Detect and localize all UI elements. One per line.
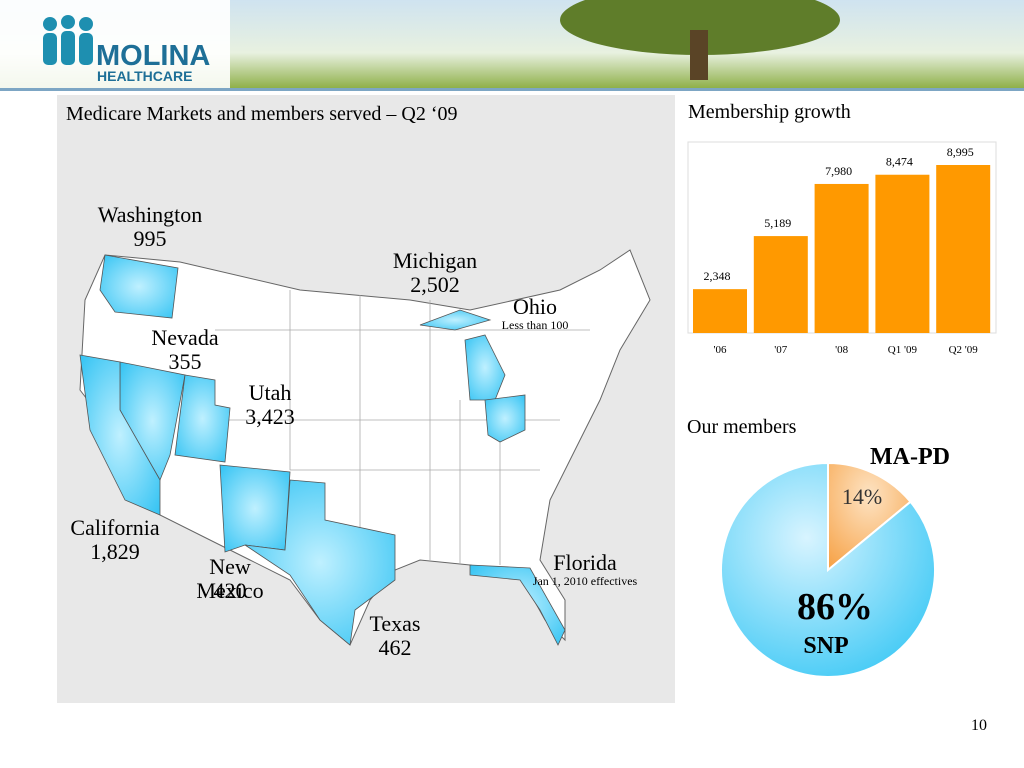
x-tick-label: '06 [714, 344, 727, 356]
page-number: 10 [971, 717, 987, 734]
state-value: 1,829 [90, 539, 140, 564]
state-name: Ohio [513, 294, 557, 319]
bar-label: 5,189 [764, 216, 791, 230]
bar-label: 8,474 [886, 155, 913, 169]
bar-title: Membership growth [688, 101, 851, 123]
pie-slice [720, 461, 936, 678]
state-name: California [70, 515, 160, 540]
x-tick-label: '08 [835, 344, 848, 356]
x-tick-label: Q1 '09 [888, 344, 918, 356]
slice-name: SNP [803, 633, 848, 659]
state-value: 355 [168, 349, 202, 374]
logo-icon [43, 15, 93, 65]
state-value: Jan 1, 2010 effectives [532, 574, 638, 588]
bar [814, 183, 869, 333]
pie-slice [827, 461, 912, 573]
state-value: 995 [133, 226, 167, 251]
bar-label: 2,348 [704, 269, 731, 283]
state-name: Washington [97, 202, 203, 227]
state-name: Nevada [151, 325, 219, 350]
tree [560, 0, 840, 55]
state-name: New Mexico [196, 554, 264, 604]
slice-label: 86% [797, 586, 873, 628]
slice-name: MA-PD [870, 444, 950, 470]
state-value: 462 [378, 635, 412, 660]
x-tick-label: '07 [774, 344, 787, 356]
map-title: Medicare Markets and members served – Q2… [66, 103, 458, 125]
bar [875, 174, 930, 333]
logo-text: MOLINA [96, 40, 211, 72]
state-name: Texas [369, 611, 421, 636]
banner-rule [0, 88, 1024, 91]
member-states [79, 254, 566, 646]
state-value: 3,423 [245, 404, 295, 429]
pie-title: Our members [687, 416, 797, 438]
bar [693, 289, 747, 333]
state-name: Michigan [392, 248, 478, 273]
state-value: Less than 100 [501, 318, 569, 332]
bar [753, 236, 808, 333]
x-tick-label: Q2 '09 [949, 344, 979, 356]
state-value: 420 [213, 578, 247, 603]
state-name: Utah [248, 380, 292, 405]
state-name: Florida [553, 550, 617, 575]
trunk [690, 30, 708, 80]
bar-label: 7,980 [825, 164, 852, 178]
logo-bg [0, 0, 230, 88]
slice-label: 14% [842, 484, 882, 509]
bar-label: 8,995 [947, 145, 974, 159]
bar [936, 165, 991, 333]
state-value: 2,502 [410, 272, 460, 297]
logo-subtext: HEALTHCARE [97, 68, 193, 84]
